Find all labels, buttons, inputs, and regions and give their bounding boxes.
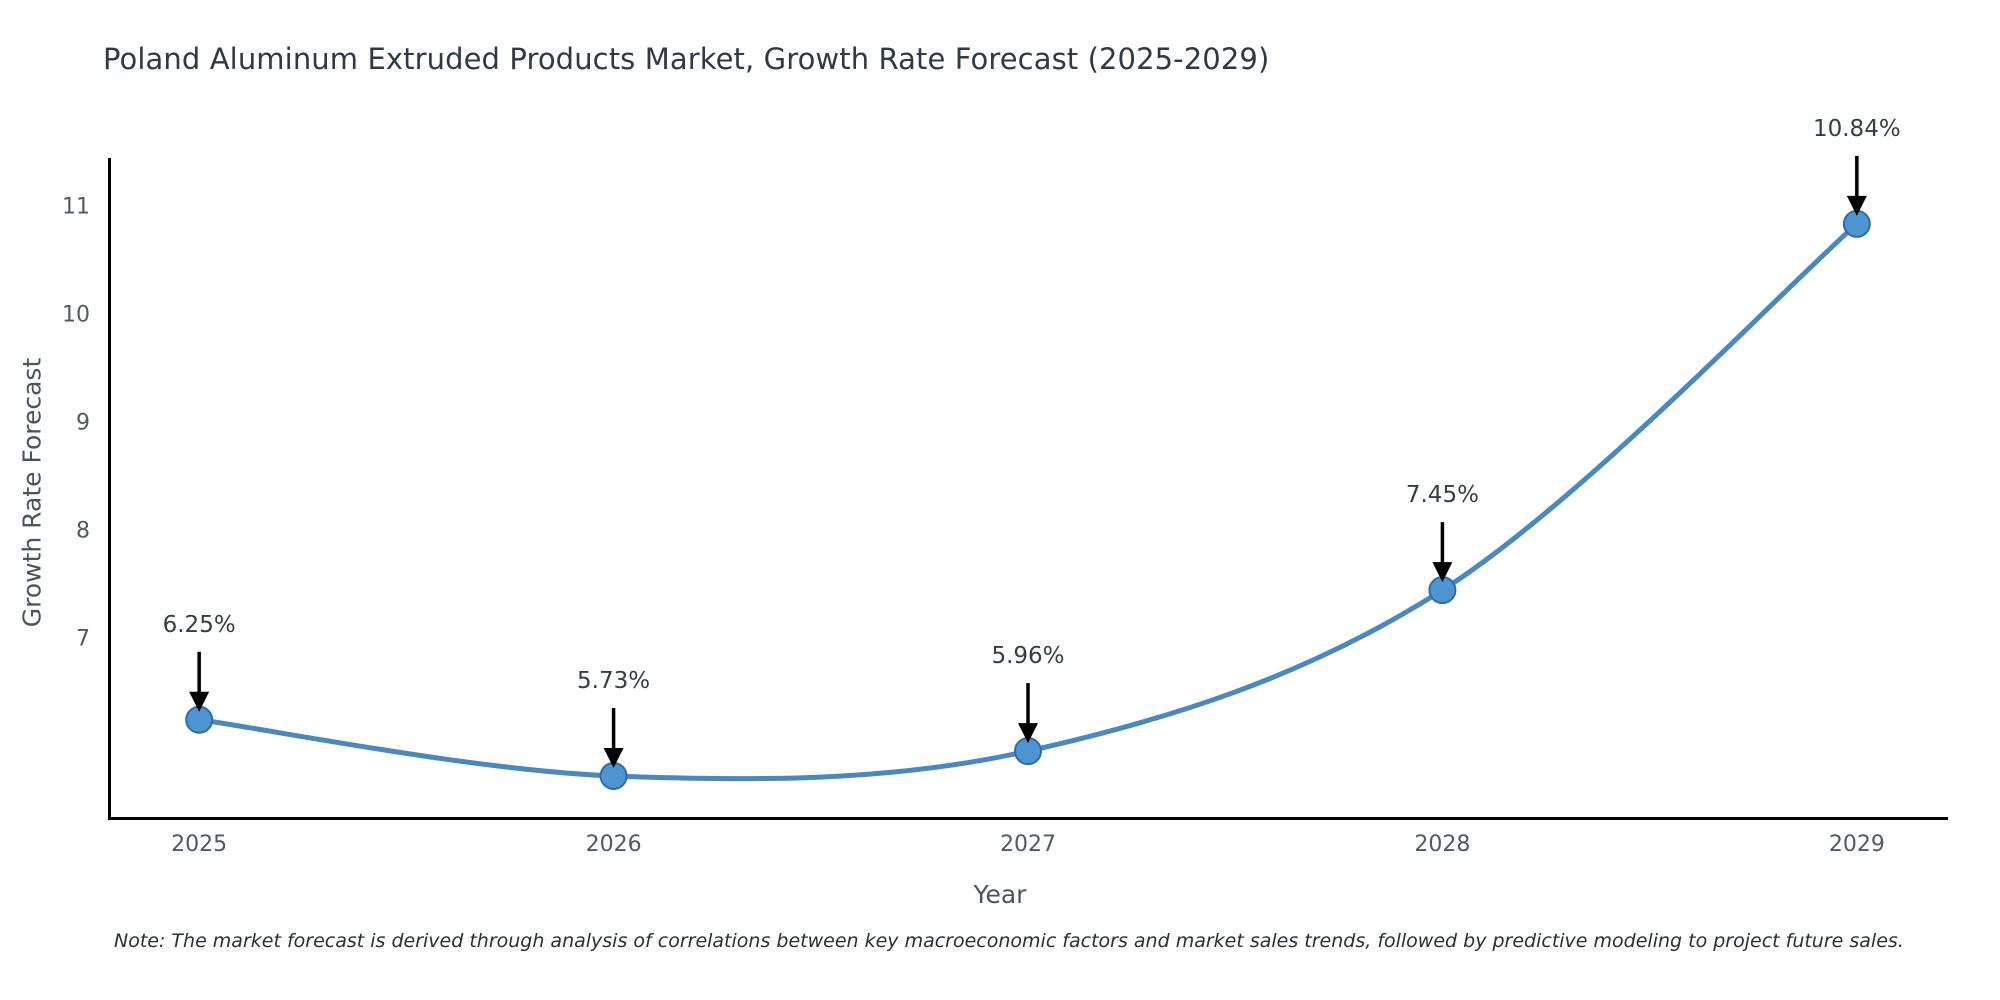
- annotation-arrow-head: [1846, 195, 1867, 216]
- forecast-line: [196, 221, 1860, 782]
- x-tick-label: 2027: [1000, 832, 1056, 857]
- x-axis-line: [108, 817, 1948, 820]
- y-tick-label: 11: [62, 194, 90, 220]
- y-axis-tick-labels: 11 10 9 8 7: [0, 0, 90, 1000]
- y-tick-label: 8: [76, 518, 90, 544]
- annotation-arrow-head: [1432, 562, 1453, 583]
- x-tick-label: 2026: [585, 832, 642, 857]
- chart-title: Poland Aluminum Extruded Products Market…: [103, 42, 1270, 76]
- data-point-marker[interactable]: [1842, 209, 1871, 238]
- data-point-marker[interactable]: [1014, 737, 1042, 766]
- chart-footnote: Note: The market forecast is derived thr…: [114, 930, 1904, 952]
- x-axis-title: Year: [973, 880, 1027, 909]
- y-tick-label: 7: [76, 626, 90, 652]
- annotation-arrow-head: [1018, 723, 1038, 744]
- data-point-label: 7.45%: [1405, 482, 1479, 509]
- data-point-label: 5.96%: [991, 643, 1065, 670]
- data-point-label: 5.73%: [577, 667, 651, 694]
- data-point-marker[interactable]: [185, 705, 214, 734]
- data-point-label: 6.25%: [162, 611, 236, 638]
- y-axis-title: Growth Rate Forecast: [17, 357, 47, 628]
- y-tick-label: 9: [76, 410, 90, 436]
- data-point-marker[interactable]: [1428, 576, 1457, 605]
- x-tick-label: 2028: [1414, 832, 1471, 857]
- annotation-arrow-head: [189, 691, 210, 712]
- x-tick-label: 2025: [171, 832, 228, 857]
- y-tick-label: 10: [62, 302, 90, 328]
- y-axis-line: [108, 158, 111, 819]
- data-point-label: 10.84%: [1812, 115, 1901, 142]
- x-tick-label: 2029: [1828, 832, 1885, 857]
- data-point-marker[interactable]: [599, 761, 628, 790]
- annotation-arrow-head: [603, 747, 624, 768]
